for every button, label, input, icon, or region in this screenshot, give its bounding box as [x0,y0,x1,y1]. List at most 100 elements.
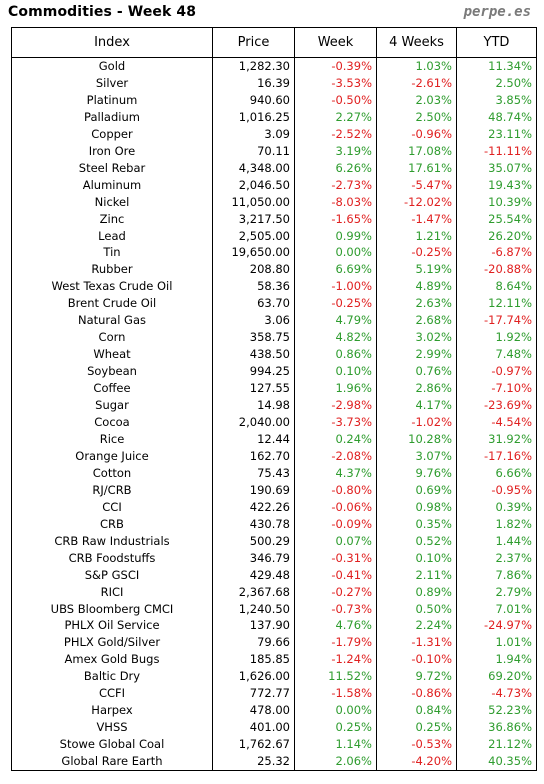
cell-ytd: -0.97% [456,363,537,381]
cell-week: -0.25% [294,295,377,313]
cell-ytd: -4.54% [456,414,537,431]
cell-price: 430.78 [212,515,295,533]
cell-ytd: 1.44% [456,532,537,550]
cell-4-weeks: 10.28% [376,430,457,448]
cell-week: -2.98% [294,397,377,415]
table-row: Gold 1,282.30 -0.39% 1.03% 11.34% [11,57,537,75]
cell-price: 70.11 [212,142,295,160]
cell-price: 11,050.00 [212,193,295,211]
cell-price: 422.26 [212,498,295,516]
cell-price: 1,762.67 [212,736,295,754]
cell-ytd: -24.97% [456,617,537,635]
column-header-ytd: YTD [456,27,537,58]
column-header-index: Index [11,27,213,58]
cell-4-weeks: 0.35% [376,515,457,533]
cell-price: 2,046.50 [212,176,295,194]
cell-price: 3.06 [212,312,295,330]
cell-week: 2.06% [294,753,377,772]
cell-week: 0.10% [294,363,377,381]
cell-ytd: 7.01% [456,600,537,618]
cell-price: 1,240.50 [212,600,295,618]
table-row: Cocoa 2,040.00 -3.73% -1.02% -4.54% [11,414,537,431]
cell-price: 25.32 [212,753,295,772]
cell-price: 190.69 [212,481,295,499]
cell-index: Copper [11,125,213,143]
cell-week: -2.73% [294,176,377,194]
cell-index: CCI [11,498,213,516]
cell-week: 6.26% [294,159,377,177]
header-row: Index Price Week 4 Weeks YTD [11,27,537,58]
cell-price: 429.48 [212,566,295,584]
cell-ytd: -11.11% [456,142,537,160]
cell-index: Cocoa [11,414,213,431]
table-row: Aluminum 2,046.50 -2.73% -5.47% 19.43% [11,176,537,194]
cell-ytd: 7.48% [456,346,537,364]
cell-week: 0.25% [294,719,377,737]
cell-index: CRB Raw Industrials [11,532,213,550]
cell-price: 2,367.68 [212,583,295,601]
cell-ytd: -0.95% [456,481,537,499]
cell-ytd: 69.20% [456,668,537,686]
cell-index: Amex Gold Bugs [11,651,213,669]
cell-week: -8.03% [294,193,377,211]
cell-week: 0.99% [294,227,377,245]
cell-index: CRB Foodstuffs [11,549,213,567]
cell-price: 2,505.00 [212,227,295,245]
table-row: CCFI 772.77 -1.58% -0.86% -4.73% [11,685,537,703]
cell-4-weeks: 3.02% [376,329,457,347]
table-row: Lead 2,505.00 0.99% 1.21% 26.20% [11,227,537,245]
commodities-table: Index Price Week 4 Weeks YTD Gold 1,282.3… [11,27,537,772]
cell-week: 0.24% [294,430,377,448]
table-row: RJ/CRB 190.69 -0.80% 0.69% -0.95% [11,481,537,499]
cell-ytd: 21.12% [456,736,537,754]
cell-price: 58.36 [212,278,295,296]
cell-price: 478.00 [212,702,295,720]
cell-index: Sugar [11,397,213,415]
cell-index: Rubber [11,261,213,279]
cell-4-weeks: -0.96% [376,125,457,143]
cell-ytd: -17.74% [456,312,537,330]
cell-index: Gold [11,57,213,75]
cell-price: 940.60 [212,91,295,109]
table-row: Stowe Global Coal 1,762.67 1.14% -0.53% 21.1… [11,736,537,754]
cell-week: -1.65% [294,210,377,228]
cell-price: 1,282.30 [212,57,295,75]
cell-4-weeks: -0.86% [376,685,457,703]
cell-ytd: 8.64% [456,278,537,296]
table-row: RICI 2,367.68 -0.27% 0.89% 2.79% [11,583,537,601]
cell-price: 19,650.00 [212,244,295,262]
cell-week: -1.79% [294,634,377,652]
cell-index: West Texas Crude Oil [11,278,213,296]
table-row: Sugar 14.98 -2.98% 4.17% -23.69% [11,397,537,415]
cell-ytd: 2.37% [456,549,537,567]
cell-4-weeks: 2.11% [376,566,457,584]
cell-week: -0.06% [294,498,377,516]
cell-4-weeks: -0.10% [376,651,457,669]
cell-ytd: 1.82% [456,515,537,533]
cell-index: Soybean [11,363,213,381]
cell-week: 11.52% [294,668,377,686]
cell-index: Steel Rebar [11,159,213,177]
table-row: Orange Juice 162.70 -2.08% 3.07% -17.16% [11,447,537,465]
cell-week: 1.96% [294,380,377,398]
cell-week: 4.76% [294,617,377,635]
cell-ytd: 6.66% [456,464,537,482]
cell-week: -1.24% [294,651,377,669]
cell-ytd: 48.74% [456,108,537,126]
table-row: Platinum 940.60 -0.50% 2.03% 3.85% [11,91,537,109]
cell-ytd: 36.86% [456,719,537,737]
cell-ytd: 26.20% [456,227,537,245]
cell-price: 994.25 [212,363,295,381]
cell-index: CCFI [11,685,213,703]
cell-price: 1,016.25 [212,108,295,126]
table-row: Cotton 75.43 4.37% 9.76% 6.66% [11,464,537,482]
table-row: Tin 19,650.00 0.00% -0.25% -6.87% [11,244,537,262]
cell-price: 12.44 [212,430,295,448]
cell-4-weeks: 4.17% [376,397,457,415]
cell-week: -0.73% [294,600,377,618]
cell-index: CRB [11,515,213,533]
cell-ytd: 1.94% [456,651,537,669]
cell-index: Stowe Global Coal [11,736,213,754]
cell-4-weeks: 9.76% [376,464,457,482]
cell-ytd: 40.35% [456,753,537,772]
